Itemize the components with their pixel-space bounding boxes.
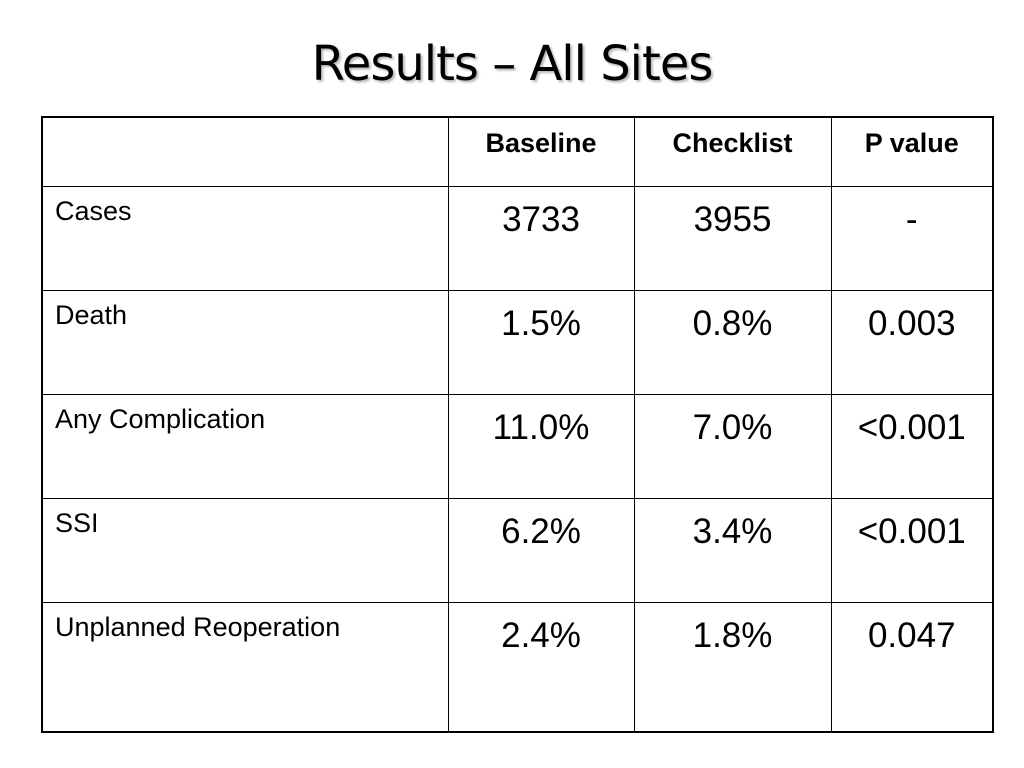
cell-checklist: 0.8% — [633, 289, 832, 395]
results-table: Baseline Checklist P value Cases 3733 39… — [41, 116, 994, 733]
cell-baseline: 2.4% — [447, 601, 635, 733]
table-row: Cases 3733 3955 - — [41, 185, 994, 291]
cell-baseline: 6.2% — [447, 497, 635, 603]
cell-p-value: <0.001 — [830, 497, 994, 603]
cell-p-value: - — [830, 185, 994, 291]
slide-title: Results – All Sites — [311, 36, 714, 92]
cell-baseline: 1.5% — [447, 289, 635, 395]
row-label-unplanned-reoperation: Unplanned Reoperation — [41, 601, 449, 733]
cell-p-value: <0.001 — [830, 393, 994, 499]
header-checklist: Checklist — [633, 116, 832, 187]
table-row: SSI 6.2% 3.4% <0.001 — [41, 497, 994, 603]
cell-checklist: 7.0% — [633, 393, 832, 499]
row-label-any-complication: Any Complication — [41, 393, 449, 499]
header-baseline: Baseline — [447, 116, 635, 187]
row-label-death: Death — [41, 289, 449, 395]
cell-p-value: 0.003 — [830, 289, 994, 395]
table-row: Death 1.5% 0.8% 0.003 — [41, 289, 994, 395]
row-label-ssi: SSI — [41, 497, 449, 603]
cell-p-value: 0.047 — [830, 601, 994, 733]
header-empty-cell — [41, 116, 449, 187]
cell-checklist: 3955 — [633, 185, 832, 291]
table-row: Unplanned Reoperation 2.4% 1.8% 0.047 — [41, 601, 994, 733]
table-header-row: Baseline Checklist P value — [41, 116, 994, 187]
cell-baseline: 3733 — [447, 185, 635, 291]
cell-baseline: 11.0% — [447, 393, 635, 499]
cell-checklist: 1.8% — [633, 601, 832, 733]
row-label-cases: Cases — [41, 185, 449, 291]
table-row: Any Complication 11.0% 7.0% <0.001 — [41, 393, 994, 499]
header-p-value: P value — [830, 116, 994, 187]
cell-checklist: 3.4% — [633, 497, 832, 603]
